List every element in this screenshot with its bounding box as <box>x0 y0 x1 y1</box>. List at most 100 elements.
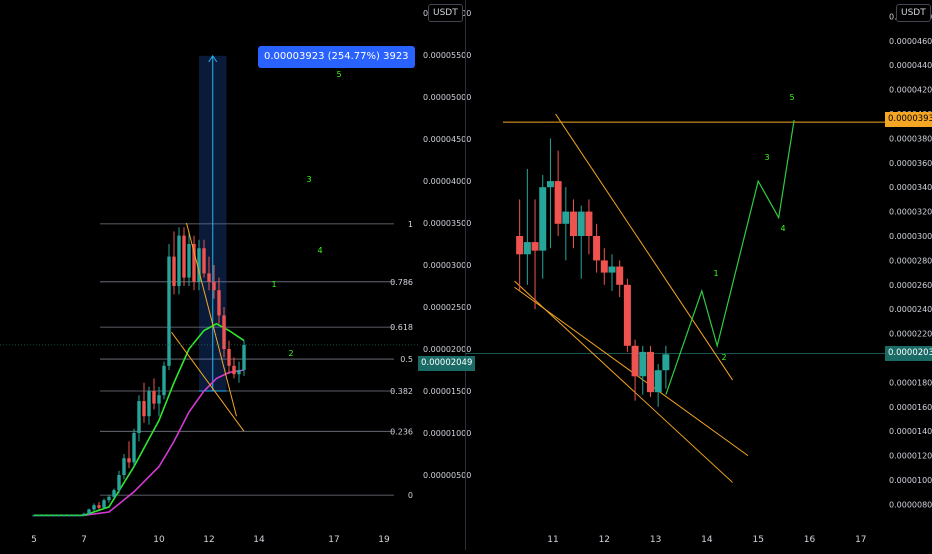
candle-body <box>539 187 547 251</box>
candle-body <box>132 433 136 463</box>
candle-body <box>172 256 176 286</box>
wave-label: 1 <box>271 280 276 289</box>
candle-body <box>237 370 241 375</box>
channel-line-lower-2 <box>514 286 749 457</box>
right-x-tick-label: 13 <box>650 535 661 545</box>
candle-body <box>600 260 608 273</box>
candle-body <box>562 211 570 224</box>
candle-body <box>87 509 91 514</box>
projection-path <box>665 120 795 395</box>
candle-body <box>608 266 616 273</box>
fib-level-label: 0.236 <box>390 427 413 436</box>
measure-arrow <box>208 54 218 63</box>
candle-body <box>47 515 51 517</box>
left-y-tick-label: 0.00001000 <box>423 429 471 438</box>
candle-body <box>157 395 161 404</box>
left-y-tick-label: 0.00003500 <box>423 219 471 228</box>
candle-body <box>554 181 562 224</box>
candle-body <box>212 281 216 291</box>
candle-body <box>167 256 171 366</box>
candle-body <box>182 235 186 278</box>
candle-body <box>32 515 36 517</box>
measure-tooltip: 0.00003923 (254.77%) 3923 <box>258 46 415 68</box>
left-x-tick-label: 14 <box>253 535 265 545</box>
candle-body <box>147 391 151 417</box>
right-y-tick-label: 0.00001000 <box>889 476 932 485</box>
right-y-tick-label: 0.00003000 <box>889 232 932 241</box>
wave-label: 4 <box>780 224 785 233</box>
candle-body <box>117 475 121 491</box>
fib-level-label: 0 <box>408 491 413 500</box>
candle-body <box>122 458 126 475</box>
candle-body <box>77 515 81 517</box>
left-y-tick-label: 0.00004500 <box>423 135 471 144</box>
candle-body <box>127 458 131 463</box>
channel-line-lower <box>514 280 733 483</box>
candle-body <box>62 515 66 517</box>
currency-button-left[interactable]: USDT <box>428 4 463 22</box>
candle-body <box>72 515 76 517</box>
candle-body <box>616 266 624 285</box>
candle-body <box>162 365 166 396</box>
candle-body <box>152 391 156 404</box>
candle-body <box>222 315 226 349</box>
candle-body <box>67 515 71 517</box>
candle-body <box>654 370 662 393</box>
candle-body <box>577 211 585 236</box>
candle-body <box>585 211 593 236</box>
candle-body <box>217 290 221 316</box>
left-x-tick-label: 12 <box>203 535 214 545</box>
candle-body <box>142 401 146 417</box>
candle-body <box>177 235 181 286</box>
fib-level-label: 0.618 <box>390 323 413 332</box>
channel-line-upper <box>555 113 733 381</box>
candle-body <box>97 505 101 508</box>
left-x-tick-label: 5 <box>31 535 37 545</box>
currency-button-right[interactable]: USDT <box>896 4 931 22</box>
left-price-badge: 0.00002049 <box>418 356 476 371</box>
candle-body <box>570 211 578 236</box>
panel-divider[interactable] <box>465 0 466 550</box>
left-y-tick-label: 0.00002000 <box>423 345 471 354</box>
candle-body <box>546 181 554 188</box>
fib-level-label: 1 <box>408 220 413 229</box>
candle-body <box>52 515 56 517</box>
ma-fast-line <box>34 322 245 517</box>
left-y-tick-label: 0.00000500 <box>423 471 471 480</box>
right-x-tick-label: 17 <box>855 535 866 545</box>
right-price-badge: 0.00002036 <box>885 346 932 361</box>
candle-body <box>42 515 46 517</box>
candle-body <box>112 490 116 497</box>
right-x-tick-label: 15 <box>752 535 763 545</box>
candle-body <box>102 500 106 508</box>
fib-level-label: 0.5 <box>400 355 413 364</box>
candle-body <box>57 515 61 517</box>
candle-body <box>523 242 531 255</box>
candle-body <box>227 349 231 366</box>
left-y-tick-label: 0.00002500 <box>423 303 471 312</box>
candle-body <box>197 248 201 282</box>
right-resistance-badge: 0.00003933 <box>885 112 932 127</box>
left-x-tick-label: 10 <box>153 535 165 545</box>
wave-label: 3 <box>306 175 311 184</box>
candle-body <box>639 351 647 377</box>
wedge-line-upper <box>186 222 237 417</box>
left-x-tick-label: 19 <box>378 535 390 545</box>
candle-body <box>137 401 141 433</box>
wave-label: 1 <box>713 269 718 278</box>
left-x-tick-label: 7 <box>81 535 87 545</box>
wave-label: 2 <box>721 353 726 362</box>
fib-level-label: 0.786 <box>390 278 413 287</box>
candle-body <box>516 236 524 255</box>
ma-slow-line <box>34 369 245 517</box>
